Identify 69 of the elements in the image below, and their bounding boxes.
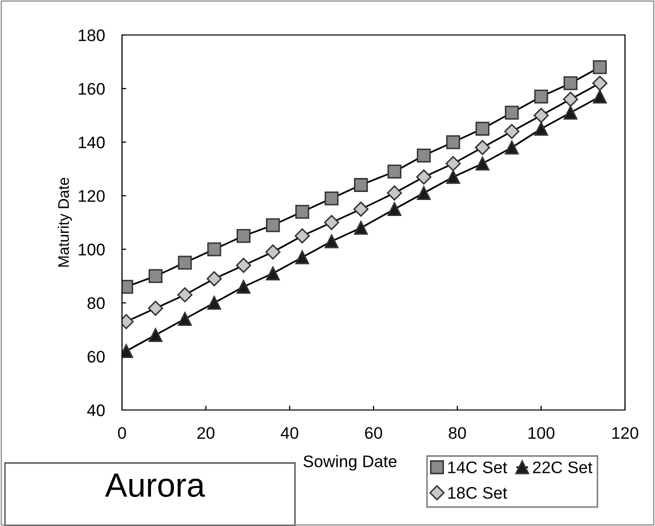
point [388,202,402,216]
point [534,122,548,136]
point [446,170,460,184]
point [353,202,368,217]
legend-label: 22C Set [533,461,592,474]
point [295,204,310,219]
point [236,280,251,294]
x-tick-label: 120 [612,427,638,439]
point [446,156,461,172]
point [534,108,549,123]
legend-label: 18C Set [448,486,508,499]
point [354,178,368,192]
point [504,106,519,120]
y-tick-label: 160 [78,82,105,95]
point [386,185,402,201]
point [592,76,608,91]
x-tick-label: 40 [280,427,298,439]
point [178,256,192,270]
point [324,214,340,230]
point [207,296,222,310]
point [446,135,460,150]
point [564,76,578,90]
y-tick-label: 80 [88,297,105,310]
point [354,220,368,235]
point [416,186,431,200]
y-tick-label: 100 [78,244,105,256]
point [265,244,280,260]
y-tick-label: 180 [78,29,105,42]
point [236,228,251,243]
point [266,218,280,232]
y-tick-label: 120 [78,190,105,202]
x-tick-label: 20 [197,427,214,439]
legend-label: 14C Set [448,461,508,474]
point [592,90,607,104]
point [294,228,310,244]
x-tick-label: 0 [118,427,126,439]
point [476,156,490,171]
point [476,122,490,136]
point [474,140,490,156]
point [178,312,192,326]
x-tick-label: 60 [365,427,382,439]
text: Aurora [105,474,206,497]
x-tick-label: 80 [448,427,466,439]
point [236,258,252,273]
point [266,266,280,280]
point [148,269,162,284]
y-axis-title: Maturity Date [58,178,72,267]
point [504,140,519,154]
x-axis-title: Sowing Date [304,455,397,471]
point [148,328,162,342]
y-tick-label: 40 [87,404,105,416]
point [206,271,222,286]
point [564,106,578,120]
point [177,287,192,302]
y-tick-label: 60 [88,350,105,363]
point [416,169,432,185]
point [504,124,520,139]
point [324,234,339,248]
point [592,60,607,74]
point [295,250,310,264]
point [324,191,339,206]
point [388,164,402,179]
point [562,92,578,107]
point [148,300,164,316]
x-tick-label: 100 [528,427,554,439]
point [207,242,222,256]
point [416,148,431,162]
y-tick-label: 140 [78,136,105,148]
point [534,90,548,104]
